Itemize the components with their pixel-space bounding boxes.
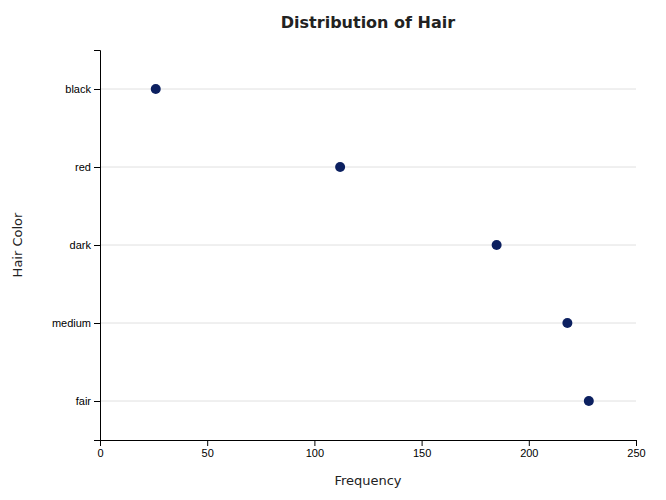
x-axis-title: Frequency (334, 473, 401, 488)
tick-mark (529, 440, 530, 446)
tick-mark (94, 89, 100, 90)
tick-label: 0 (97, 447, 103, 459)
tick: 0 (97, 440, 103, 459)
tick-label: dark (70, 239, 92, 251)
plot: 0 50 100 150 200 250 black red dark medium fair (52, 51, 646, 459)
tick-mark (94, 167, 100, 168)
tick-mark (207, 440, 208, 446)
dot (562, 318, 572, 328)
tick-label: 200 (520, 447, 538, 459)
dot (492, 240, 502, 250)
tick-mark (636, 440, 637, 446)
tick: 50 (202, 440, 214, 459)
grid-line (100, 245, 636, 246)
tick: 150 (413, 440, 431, 459)
dot (335, 162, 345, 172)
tick-mark (422, 440, 423, 446)
tick-mark (94, 401, 100, 402)
tick-label: red (75, 161, 91, 173)
axis-line (94, 51, 101, 441)
grid-line (100, 89, 636, 90)
title: Distribution of Hair (281, 13, 455, 32)
tick: medium (52, 317, 100, 329)
grid-line (100, 167, 636, 168)
chart: 0 50 100 150 200 250 black red dark medium fair Dis… (0, 0, 666, 500)
y-axis: black red dark medium fair (52, 51, 101, 441)
tick-mark (94, 323, 100, 324)
y-axis-title: Hair Color (10, 212, 25, 277)
grid-line (100, 401, 636, 402)
tick-label: black (65, 83, 91, 95)
tick-mark (314, 440, 315, 446)
tick-label: fair (76, 395, 92, 407)
tick-label: 250 (627, 447, 645, 459)
tick-mark (94, 245, 100, 246)
dot (151, 84, 161, 94)
tick: 250 (627, 440, 645, 459)
tick: 100 (306, 440, 324, 459)
tick-label: medium (52, 317, 91, 329)
axis-line (101, 441, 637, 447)
tick: fair (76, 395, 100, 407)
tick-label: 100 (306, 447, 324, 459)
grid (100, 89, 636, 401)
tick: black (65, 83, 100, 95)
tick-label: 150 (413, 447, 431, 459)
x-axis: 0 50 100 150 200 250 (97, 440, 645, 459)
grid-line (100, 323, 636, 324)
tick: 200 (520, 440, 538, 459)
tick-label: 50 (202, 447, 214, 459)
tick: dark (70, 239, 100, 251)
dot (584, 396, 594, 406)
tick: red (75, 161, 100, 173)
points (151, 84, 594, 406)
